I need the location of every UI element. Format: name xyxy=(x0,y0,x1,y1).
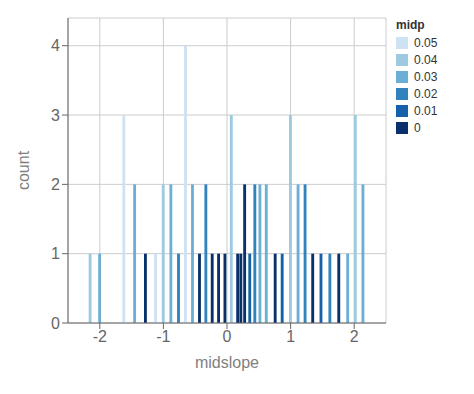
svg-text:1: 1 xyxy=(51,245,60,262)
html-text:0: 0 xyxy=(414,121,421,135)
svg-text:1: 1 xyxy=(286,328,295,345)
svg-text:0: 0 xyxy=(51,315,60,332)
svg-text:count: count xyxy=(15,150,32,190)
svg-text:2: 2 xyxy=(350,328,359,345)
html-text:0.03: 0.03 xyxy=(414,70,438,84)
svg-text:0: 0 xyxy=(223,328,232,345)
svg-text:3: 3 xyxy=(51,107,60,124)
html-text:0.02: 0.02 xyxy=(414,87,438,101)
html-text:0.05: 0.05 xyxy=(414,36,438,50)
svg-text:2: 2 xyxy=(51,176,60,193)
html-text:midp: midp xyxy=(396,18,425,32)
html-text:0.01: 0.01 xyxy=(414,104,438,118)
svg-text:midslope: midslope xyxy=(195,354,259,371)
svg-text:4: 4 xyxy=(51,37,60,54)
html-text:0.04: 0.04 xyxy=(414,53,438,67)
svg-text:-1: -1 xyxy=(156,328,170,345)
svg-text:-2: -2 xyxy=(93,328,107,345)
